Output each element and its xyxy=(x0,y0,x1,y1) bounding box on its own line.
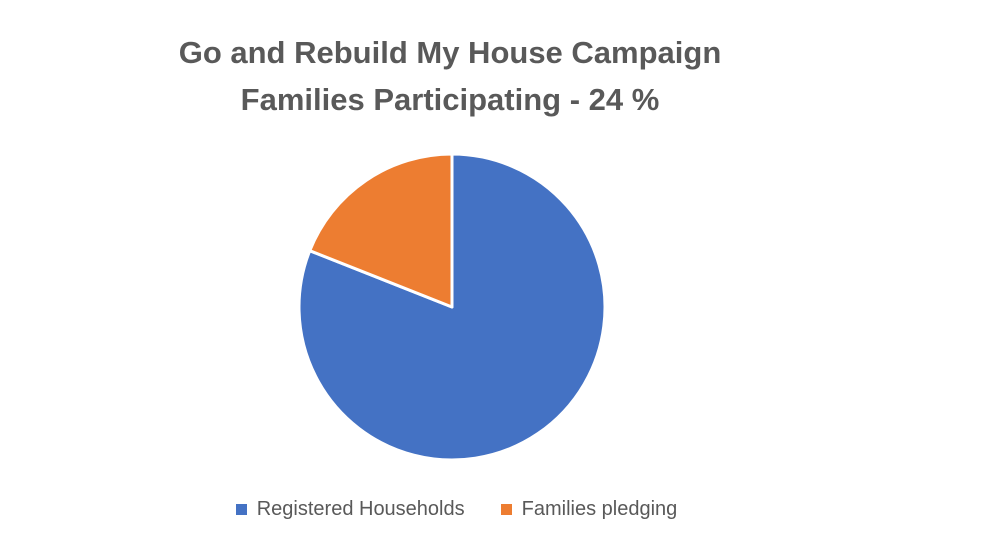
chart-title-line-2: Families Participating - 24 % xyxy=(240,82,660,117)
chart-legend: Registered Households Families pledging xyxy=(0,498,913,521)
legend-swatch-families-pledging xyxy=(500,504,512,515)
legend-swatch-registered-households xyxy=(235,504,247,515)
legend-item-families-pledging: Families pledging xyxy=(500,498,678,521)
pie-slice-families-pledging xyxy=(308,152,454,309)
legend-label-registered-households: Registered Households xyxy=(256,498,465,520)
legend-item-registered-households: Registered Households xyxy=(235,498,465,521)
legend-label-families-pledging: Families pledging xyxy=(521,498,678,520)
chart-title-line-1: Go and Rebuild My House Campaign xyxy=(178,35,722,70)
